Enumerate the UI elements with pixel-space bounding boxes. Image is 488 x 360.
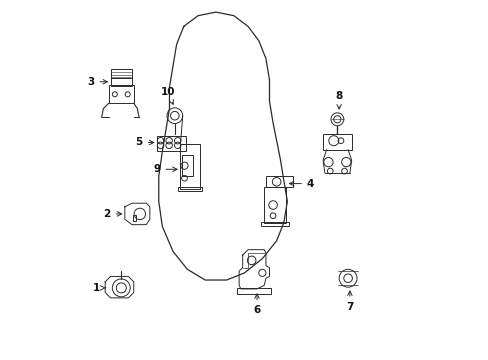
Bar <box>264 187 285 223</box>
Bar <box>260 222 288 226</box>
Bar <box>108 85 134 103</box>
Bar <box>157 136 185 151</box>
Bar <box>265 176 292 187</box>
Bar <box>323 134 351 150</box>
Text: 2: 2 <box>103 209 122 219</box>
Text: 10: 10 <box>160 87 175 104</box>
Bar <box>178 187 201 192</box>
Text: 6: 6 <box>253 294 260 315</box>
Text: 7: 7 <box>346 291 353 312</box>
Bar <box>180 144 200 189</box>
Text: 3: 3 <box>87 77 107 87</box>
Bar <box>110 69 132 78</box>
Text: 9: 9 <box>153 164 177 174</box>
Text: 4: 4 <box>289 179 314 189</box>
Bar <box>132 215 136 221</box>
Bar <box>182 155 193 176</box>
Text: 1: 1 <box>92 283 105 293</box>
Text: 5: 5 <box>135 138 154 148</box>
Bar <box>110 78 132 86</box>
Text: 8: 8 <box>335 91 342 109</box>
Bar <box>237 288 271 294</box>
